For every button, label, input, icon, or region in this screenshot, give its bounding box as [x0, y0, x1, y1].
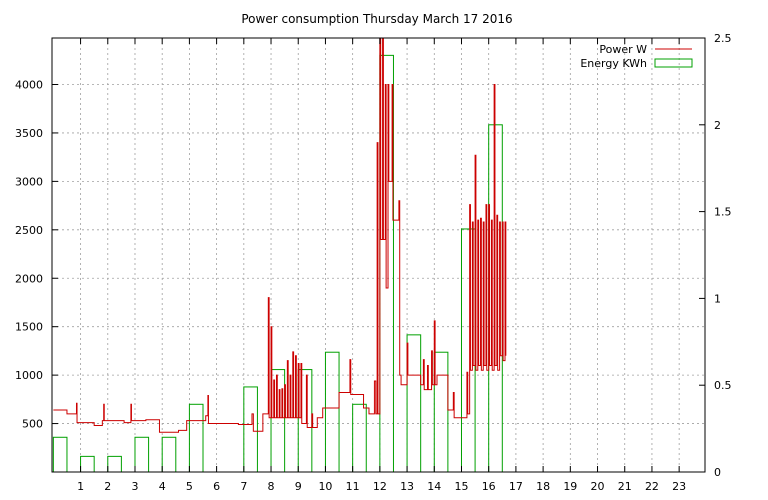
energy-bar — [324, 351, 340, 473]
x-tick-label: 11 — [346, 480, 360, 493]
power-series — [53, 37, 507, 433]
x-tick-label: 15 — [454, 480, 468, 493]
plot-border — [51, 37, 706, 473]
energy-bar — [134, 436, 150, 473]
energy-bar — [188, 403, 204, 473]
x-tick-label: 14 — [427, 480, 441, 493]
x-tick-label: 16 — [482, 480, 496, 493]
x-tick-label: 3 — [131, 480, 138, 493]
energy-bar — [161, 436, 177, 473]
y-left-tick-label: 2500 — [15, 224, 43, 237]
y-right-tick-label: 0 — [714, 466, 721, 479]
energy-bar — [243, 386, 258, 473]
y-left-tick-label: 2000 — [15, 272, 43, 285]
energy-bar — [107, 455, 122, 473]
x-tick-label: 4 — [159, 480, 166, 493]
y-right-tick-label: 2 — [714, 119, 721, 132]
legend: Power W Energy KWh — [580, 43, 693, 70]
energy-bar — [352, 403, 367, 473]
x-tick-label: 22 — [645, 480, 659, 493]
chart-title: Power consumption Thursday March 17 2016 — [241, 12, 512, 26]
energy-series — [52, 54, 503, 473]
y-right-tick-label: 0.5 — [714, 379, 732, 392]
x-tick-label: 17 — [509, 480, 523, 493]
legend-energy-label: Energy KWh — [580, 57, 647, 70]
energy-bar — [270, 369, 286, 473]
grid-lines — [52, 38, 705, 472]
x-tick-label: 19 — [563, 480, 577, 493]
x-tick-label: 12 — [373, 480, 387, 493]
x-tick-label: 18 — [536, 480, 550, 493]
x-tick-label: 5 — [186, 480, 193, 493]
legend-energy-swatch — [654, 58, 693, 68]
x-tick-label: 23 — [672, 480, 686, 493]
y-left-tick-label: 500 — [22, 418, 43, 431]
x-tick-label: 10 — [318, 480, 332, 493]
energy-bar — [379, 54, 394, 473]
y-left-tick-label: 1500 — [15, 321, 43, 334]
y-right-tick-label: 2.5 — [714, 32, 732, 45]
x-tick-label: 8 — [268, 480, 275, 493]
y-left-tick-label: 1000 — [15, 369, 43, 382]
x-tick-label: 9 — [295, 480, 302, 493]
power-line — [53, 37, 507, 433]
energy-bar — [433, 351, 449, 473]
x-tick-label: 20 — [591, 480, 605, 493]
energy-bar — [297, 369, 313, 473]
x-tick-label: 2 — [104, 480, 111, 493]
energy-bar — [80, 455, 95, 473]
energy-bar — [52, 436, 68, 473]
y-right-tick-label: 1 — [714, 292, 721, 305]
x-tick-label: 7 — [240, 480, 247, 493]
y-left-tick-label: 3500 — [15, 127, 43, 140]
x-tick-label: 13 — [400, 480, 414, 493]
axes: 1 2 3 4 5 6 7 8 9 10 11 12 13 14 15 16 17 18 19 20 21 22 23500… — [15, 32, 732, 493]
x-tick-label: 21 — [618, 480, 632, 493]
y-left-tick-label: 3000 — [15, 175, 43, 188]
x-tick-label: 6 — [213, 480, 220, 493]
x-tick-label: 1 — [77, 480, 84, 493]
legend-power-label: Power W — [599, 43, 647, 56]
energy-bar — [406, 334, 422, 473]
y-left-tick-label: 4000 — [15, 79, 43, 92]
y-right-tick-label: 1.5 — [714, 206, 732, 219]
